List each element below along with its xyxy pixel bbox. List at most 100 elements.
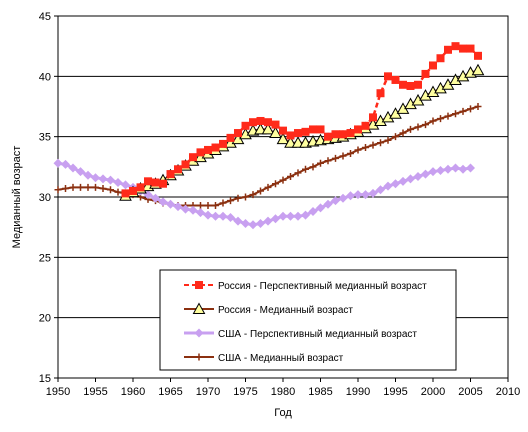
data-point-2-25 [241, 219, 250, 229]
y-tick-label-20: 20 [39, 313, 51, 325]
data-point-0-16 [241, 121, 250, 130]
data-point-2-18 [188, 205, 198, 215]
data-point-3-20 [204, 201, 212, 209]
data-point-2-0 [53, 158, 63, 168]
data-point-0-37 [399, 80, 407, 89]
data-point-2-28 [263, 216, 273, 226]
data-point-3-24 [234, 194, 242, 202]
data-point-3-39 [347, 150, 354, 158]
data-point-0-27 [324, 132, 332, 141]
data-point-0-13 [219, 139, 227, 148]
data-point-0-36 [391, 75, 400, 84]
x-tick-label-1960: 1960 [121, 386, 145, 398]
data-point-0-46 [466, 44, 475, 53]
y-axis-ticks: 15 20 25 30 35 40 45 [39, 11, 58, 385]
data-point-2-50 [428, 167, 438, 177]
data-point-2-7 [106, 175, 115, 185]
data-point-2-24 [233, 216, 243, 226]
x-tick-label-1995: 1995 [383, 386, 407, 398]
y-tick-label-15: 15 [39, 373, 51, 385]
data-point-0-8 [181, 160, 190, 169]
data-point-2-15 [166, 199, 175, 209]
data-point-2-17 [181, 204, 190, 214]
data-point-0-11 [204, 145, 212, 154]
data-point-1-19 [261, 122, 275, 135]
data-point-2-46 [398, 176, 408, 186]
data-point-2-55 [466, 163, 475, 173]
data-point-3-22 [219, 199, 227, 207]
data-point-3-36 [324, 157, 332, 165]
data-point-3-41 [362, 144, 369, 152]
data-point-2-40 [353, 190, 363, 200]
legend-entry-0: Россия - Перспективный медианный возраст [184, 281, 427, 292]
data-point-3-23 [227, 197, 234, 205]
series-0 [121, 42, 482, 198]
data-point-0-30 [346, 129, 355, 138]
data-point-3-3 [77, 183, 84, 191]
data-point-3-8 [114, 188, 122, 196]
data-point-2-51 [436, 165, 445, 175]
data-point-0-33 [369, 113, 377, 122]
legend-swatch-marker-0 [195, 281, 203, 289]
data-point-2-19 [196, 208, 205, 218]
data-point-2-54 [458, 164, 468, 174]
legend-entry-2: США - Перспективный медианный возраст [184, 328, 417, 340]
legend: Россия - Перспективный медианный возраст… [159, 269, 457, 371]
data-point-3-37 [332, 154, 339, 162]
data-point-3-0 [54, 186, 62, 194]
data-point-2-33 [301, 210, 310, 220]
data-point-2-34 [308, 206, 318, 216]
data-point-0-4 [151, 178, 160, 187]
data-point-0-28 [331, 130, 340, 139]
data-point-0-44 [451, 42, 460, 51]
data-point-3-47 [407, 125, 414, 133]
data-point-0-26 [316, 125, 325, 134]
y-tick-label-30: 30 [39, 192, 51, 204]
data-point-3-26 [249, 191, 257, 199]
x-tick-label-1975: 1975 [233, 386, 257, 398]
data-point-2-26 [248, 220, 258, 230]
data-point-2-48 [413, 171, 423, 181]
data-point-2-4 [83, 170, 93, 180]
data-point-3-34 [309, 163, 317, 171]
series-layer [53, 42, 485, 230]
data-point-3-55 [467, 105, 474, 113]
data-point-0-40 [421, 69, 430, 78]
y-tick-label-25: 25 [39, 252, 51, 264]
data-point-3-2 [69, 183, 77, 191]
data-point-1-21 [276, 132, 290, 145]
data-point-2-5 [91, 173, 100, 183]
data-point-2-20 [203, 210, 213, 220]
legend-swatch-marker-1 [192, 302, 206, 314]
data-point-3-1 [62, 185, 69, 193]
data-point-3-32 [294, 169, 302, 177]
data-point-3-30 [279, 176, 287, 184]
legend-entry-1: Россия - Медианный возраст [184, 302, 353, 316]
data-point-1-18 [254, 122, 267, 135]
data-point-2-35 [316, 203, 325, 213]
data-point-2-38 [338, 193, 348, 203]
y-tick-label-45: 45 [39, 11, 51, 23]
legend-box [159, 269, 457, 371]
data-point-0-29 [339, 130, 347, 139]
data-point-3-19 [197, 201, 204, 209]
data-point-2-21 [211, 211, 220, 221]
data-point-3-54 [459, 107, 467, 115]
data-point-0-31 [354, 125, 362, 134]
legend-label-2: США - Перспективный медианный возраст [218, 329, 417, 340]
data-point-2-53 [451, 163, 460, 173]
data-point-0-47 [474, 51, 482, 60]
data-point-0-18 [256, 116, 265, 125]
data-point-3-4 [84, 183, 92, 191]
data-point-2-37 [331, 196, 340, 206]
data-point-0-7 [174, 165, 182, 174]
data-point-0-38 [406, 81, 415, 90]
data-point-2-32 [293, 211, 303, 221]
data-point-3-49 [422, 121, 429, 129]
data-point-3-7 [107, 186, 114, 194]
data-point-2-13 [151, 193, 160, 203]
data-point-2-45 [391, 179, 400, 189]
data-point-2-23 [226, 213, 235, 223]
data-point-3-6 [99, 185, 107, 193]
